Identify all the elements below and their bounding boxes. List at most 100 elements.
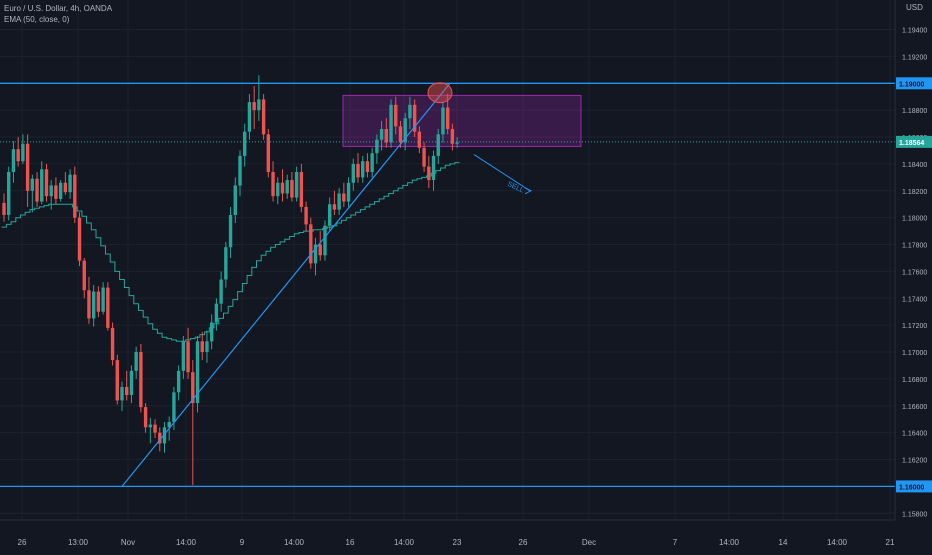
candle[interactable] [21, 134, 25, 164]
candle[interactable] [417, 126, 422, 154]
candle[interactable] [205, 330, 209, 363]
candle[interactable] [125, 370, 129, 401]
candle[interactable] [266, 128, 271, 178]
price-scale-background[interactable] [895, 0, 932, 550]
candle[interactable] [290, 171, 294, 202]
candle[interactable] [365, 153, 370, 178]
price-level-marker[interactable] [896, 77, 932, 90]
candle[interactable] [200, 331, 204, 361]
candle[interactable] [233, 177, 237, 224]
candle[interactable] [304, 201, 308, 232]
candle[interactable] [54, 177, 58, 205]
resistance-zone[interactable] [342, 94, 582, 147]
candle[interactable] [431, 150, 436, 191]
candle[interactable] [219, 271, 223, 312]
candle[interactable] [176, 365, 181, 401]
candle[interactable] [134, 346, 138, 379]
candle[interactable] [436, 128, 440, 164]
candle[interactable] [49, 180, 53, 210]
candle[interactable] [294, 166, 299, 202]
candle[interactable] [370, 147, 374, 178]
candle[interactable] [351, 158, 355, 191]
candle[interactable] [243, 123, 247, 167]
candle[interactable] [87, 276, 91, 324]
candle[interactable] [427, 155, 431, 189]
candle[interactable] [318, 231, 322, 261]
time-scale[interactable]: 26 13:00 Nov 14:00 9 14:00 16 14:00 23 26 Dec 7 14:0… [18, 538, 895, 547]
candle[interactable] [412, 99, 417, 138]
candle[interactable] [68, 169, 72, 199]
candle[interactable] [101, 282, 105, 315]
candle[interactable] [106, 282, 110, 331]
candle[interactable] [82, 257, 86, 299]
candle[interactable] [408, 96, 412, 129]
candle[interactable] [285, 174, 289, 199]
candle[interactable] [162, 421, 167, 453]
candle[interactable] [323, 220, 327, 261]
candle[interactable] [58, 180, 63, 202]
candle[interactable] [455, 137, 459, 148]
candle[interactable] [77, 212, 82, 267]
candle[interactable] [148, 417, 153, 444]
candle[interactable] [11, 141, 16, 183]
candle[interactable] [238, 150, 242, 197]
candle[interactable] [332, 190, 337, 215]
candle[interactable] [129, 365, 134, 404]
candle[interactable] [384, 118, 389, 148]
candle[interactable] [139, 343, 143, 413]
candle[interactable] [91, 284, 96, 327]
candle[interactable] [191, 360, 195, 486]
candle[interactable] [261, 94, 266, 140]
candle[interactable] [224, 241, 228, 288]
candle[interactable] [441, 102, 445, 143]
candle[interactable] [394, 96, 398, 135]
candle[interactable] [276, 177, 280, 205]
price-level-marker[interactable] [896, 480, 932, 493]
candle[interactable] [309, 217, 313, 269]
candle[interactable] [299, 163, 304, 213]
candle[interactable] [44, 163, 49, 202]
candle[interactable] [356, 153, 360, 183]
rejection-circle[interactable] [427, 82, 453, 104]
candle[interactable] [247, 94, 252, 140]
candle[interactable] [375, 134, 379, 164]
candle[interactable] [73, 166, 77, 224]
candle[interactable] [153, 419, 157, 439]
candle[interactable] [63, 171, 68, 195]
candle[interactable] [186, 327, 190, 379]
price-scale[interactable]: 1.194001.192001.188001.186001.184001.182… [896, 28, 932, 519]
candle[interactable] [342, 182, 346, 207]
candle[interactable] [252, 85, 256, 129]
candle[interactable] [181, 335, 186, 379]
candle[interactable] [228, 206, 233, 258]
ema-line[interactable] [1, 162, 460, 342]
last-price-marker[interactable] [896, 135, 932, 148]
candle[interactable] [313, 237, 318, 276]
candle[interactable] [422, 142, 426, 172]
candle[interactable] [7, 166, 11, 221]
candle[interactable] [327, 197, 332, 232]
candle[interactable] [389, 99, 393, 148]
candle[interactable] [209, 314, 214, 350]
candle[interactable] [120, 381, 124, 412]
candle[interactable] [361, 155, 365, 183]
candle[interactable] [35, 171, 39, 207]
candle[interactable] [450, 123, 455, 151]
candle[interactable] [110, 322, 115, 366]
candle[interactable] [40, 161, 44, 205]
candle[interactable] [195, 335, 200, 413]
candle[interactable] [143, 403, 148, 433]
candle[interactable] [379, 120, 384, 151]
candle[interactable] [280, 169, 285, 202]
candle[interactable] [25, 134, 30, 207]
candle[interactable] [115, 354, 119, 405]
ascending-trendline[interactable] [121, 82, 451, 487]
candle[interactable] [214, 298, 219, 331]
candle[interactable] [96, 286, 101, 318]
candle[interactable] [271, 161, 275, 202]
candle[interactable] [346, 177, 351, 207]
candle[interactable] [403, 112, 407, 151]
candle[interactable] [2, 193, 6, 222]
